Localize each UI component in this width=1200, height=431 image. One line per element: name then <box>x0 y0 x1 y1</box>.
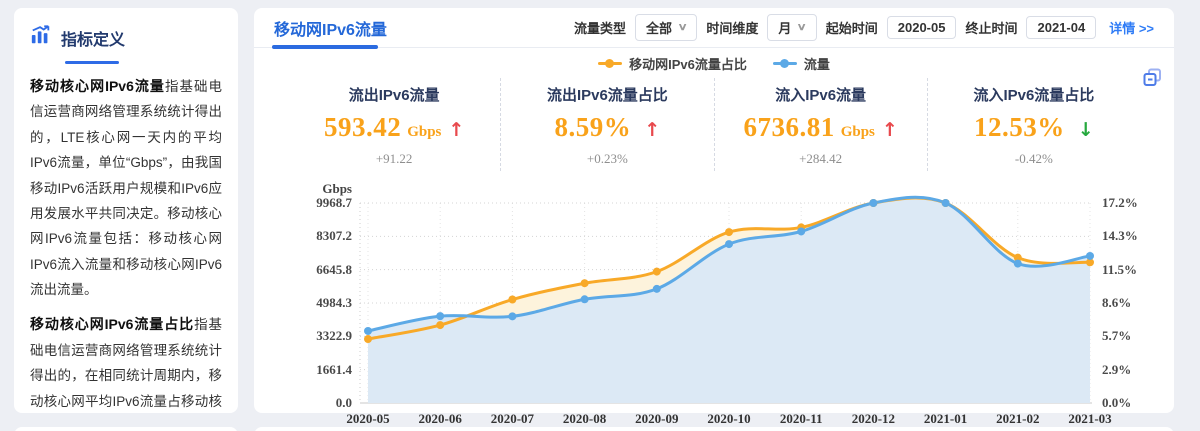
stat-title: 流出IPv6流量占比 <box>546 87 668 104</box>
main-panel: 移动网IPv6流量 流量类型 全部 时间维度 月 起始时间 <box>254 8 1174 431</box>
stat-outflow-ratio: 流出IPv6流量占比 8.59% ↑ +0.23% <box>500 78 713 171</box>
stat-cards: 流出IPv6流量 593.42 Gbps ↑ +91.22 流出IPv6流量占比 8… <box>288 78 1140 171</box>
stat-title: 流入IPv6流量占比 <box>973 87 1095 104</box>
x-axis-tick: 2021-03 <box>1068 411 1112 426</box>
time-dimension-label: 时间维度 <box>706 21 759 36</box>
traffic-type-label: 流量类型 <box>574 21 627 36</box>
definition-term: 移动核心网IPv6流量 <box>30 78 165 94</box>
x-axis-tick: 2020-11 <box>779 411 823 426</box>
stat-unit: Gbps <box>407 124 442 140</box>
start-time-label: 起始时间 <box>825 21 878 36</box>
stat-delta: +284.42 <box>799 151 843 166</box>
y-axis-right-tick: 2.9% <box>1102 361 1132 377</box>
stat-title: 流入IPv6流量 <box>775 87 867 104</box>
x-axis-tick: 2021-01 <box>923 411 968 426</box>
stat-inflow: 流入IPv6流量 6736.81 Gbps ↑ +284.42 <box>713 78 927 171</box>
chart-legend: 移动网IPv6流量占比 流量 <box>254 50 1174 76</box>
x-axis-tick: 2020-10 <box>707 411 751 426</box>
legend-label: 流量 <box>803 56 830 72</box>
definition-term: 移动核心网IPv6流量占比 <box>30 316 195 333</box>
active-tab-underline <box>272 44 378 49</box>
legend-item-traffic[interactable]: 流量 <box>772 54 830 73</box>
stat-delta: -0.42% <box>1014 151 1053 166</box>
y-axis-title: Gbps <box>322 181 352 196</box>
x-axis-tick: 2020-05 <box>346 411 390 426</box>
start-time-value: 2020-05 <box>897 20 946 35</box>
next-sidebar-card <box>14 427 238 431</box>
chart-plot-area <box>359 195 1094 404</box>
chevron-down-icon <box>797 22 807 33</box>
next-main-card <box>254 427 1174 431</box>
stat-inflow-ratio: 流入IPv6流量占比 12.53% ↓ -0.42% <box>926 78 1140 171</box>
end-time-value: 2021-04 <box>1037 20 1086 35</box>
legend-marker-blue <box>772 58 797 68</box>
definition-text: 指基础电信运营商网络管理系统统计得出的，在相同统计周期内，移动核心网平均IPv6… <box>30 317 222 409</box>
stat-title: 流出IPv6流量 <box>348 87 440 104</box>
stat-value: 12.53% <box>974 112 1065 142</box>
start-time-input[interactable]: 2020-05 <box>886 16 957 39</box>
definition-text: 指基础电信运营商网络管理系统统计得出的，LTE核心网一天内的平均IPv6流量，单… <box>30 79 222 297</box>
chart-canvas <box>359 195 1094 404</box>
stat-unit: Gbps <box>840 124 875 140</box>
legend-label: 移动网IPv6流量占比 <box>629 56 747 72</box>
title-underline <box>65 61 119 64</box>
y-axis-right-tick: 17.2% <box>1102 195 1138 210</box>
x-axis-tick: 2020-07 <box>490 411 535 426</box>
x-axis-tick: 2020-09 <box>635 411 679 426</box>
definition-paragraph: 移动核心网IPv6流量指基础电信运营商网络管理系统统计得出的，LTE核心网一天内… <box>30 73 222 302</box>
y-axis-right-tick: 14.3% <box>1102 228 1138 244</box>
copy-chart-button[interactable] <box>1143 68 1162 90</box>
stat-value: 6736.81 <box>743 112 835 142</box>
stat-value: 8.59% <box>554 112 632 142</box>
legend-item-ratio[interactable]: 移动网IPv6流量占比 <box>598 54 747 73</box>
trend-up-icon: ↑ <box>448 119 465 141</box>
stat-value: 593.42 <box>323 112 402 142</box>
y-axis-right-tick: 11.5% <box>1102 261 1138 277</box>
end-time-label: 终止时间 <box>965 21 1018 36</box>
chevron-down-icon <box>678 22 688 33</box>
detail-link[interactable]: 详情 >> <box>1109 21 1154 36</box>
traffic-type-select[interactable]: 全部 <box>635 14 698 41</box>
y-axis-left-tick: 3322.9 <box>316 328 352 344</box>
y-axis-right-tick: 8.6% <box>1102 295 1132 310</box>
y-axis-left-tick: 8307.2 <box>316 228 352 244</box>
panel-header: 移动网IPv6流量 流量类型 全部 时间维度 月 起始时间 <box>254 8 1174 49</box>
time-dimension-select[interactable]: 月 <box>767 14 817 41</box>
time-dimension-value: 月 <box>778 21 792 36</box>
y-axis-left-tick: 0.0 <box>335 395 352 410</box>
x-axis-tick: 2020-12 <box>851 411 896 426</box>
sidebar: 指标定义 移动核心网IPv6流量指基础电信运营商网络管理系统统计得出的，LTE核… <box>14 8 238 431</box>
trend-up-icon: ↑ <box>881 119 898 141</box>
definition-title: 指标定义 <box>61 31 126 49</box>
x-axis-tick: 2021-02 <box>996 411 1040 426</box>
stat-delta: +91.22 <box>375 151 413 166</box>
x-axis-tick: 2020-06 <box>418 411 462 426</box>
copy-icon <box>1143 68 1161 86</box>
y-axis-left-tick: 6645.8 <box>316 261 352 277</box>
line-chart: Gbps 0.0 1661.4 3322.9 4984.3 6645.8 8307.2 99… <box>254 171 1174 426</box>
stat-outflow: 流出IPv6流量 593.42 Gbps ↑ +91.22 <box>288 78 500 171</box>
trend-down-icon: ↓ <box>1077 119 1094 141</box>
panel-title: 移动网IPv6流量 <box>274 21 387 39</box>
y-axis-left-tick: 1661.4 <box>316 361 352 377</box>
end-time-input[interactable]: 2021-04 <box>1026 16 1097 39</box>
x-axis-tick: 2020-08 <box>562 411 607 426</box>
bar-chart-icon <box>30 24 52 51</box>
definition-paragraph: 移动核心网IPv6流量占比指基础电信运营商网络管理系统统计得出的，在相同统计周期… <box>30 311 222 413</box>
y-axis-right-tick: 0.0% <box>1102 395 1132 410</box>
traffic-panel-card: 移动网IPv6流量 流量类型 全部 时间维度 月 起始时间 <box>254 8 1174 426</box>
filter-bar: 流量类型 全部 时间维度 月 起始时间 2020-05 终止时间 <box>574 14 1154 41</box>
stat-delta: +0.23% <box>586 151 628 166</box>
y-axis-left-tick: 9968.7 <box>316 195 352 210</box>
legend-marker-orange <box>598 58 623 68</box>
trend-up-icon: ↑ <box>644 119 661 141</box>
definition-card-header: 指标定义 <box>30 24 222 51</box>
tab-mobile-ipv6-traffic[interactable]: 移动网IPv6流量 <box>272 8 387 49</box>
traffic-type-value: 全部 <box>646 21 673 36</box>
y-axis-left-tick: 4984.3 <box>316 295 352 310</box>
y-axis-right-tick: 5.7% <box>1102 328 1132 344</box>
definition-card: 指标定义 移动核心网IPv6流量指基础电信运营商网络管理系统统计得出的，LTE核… <box>14 8 238 413</box>
